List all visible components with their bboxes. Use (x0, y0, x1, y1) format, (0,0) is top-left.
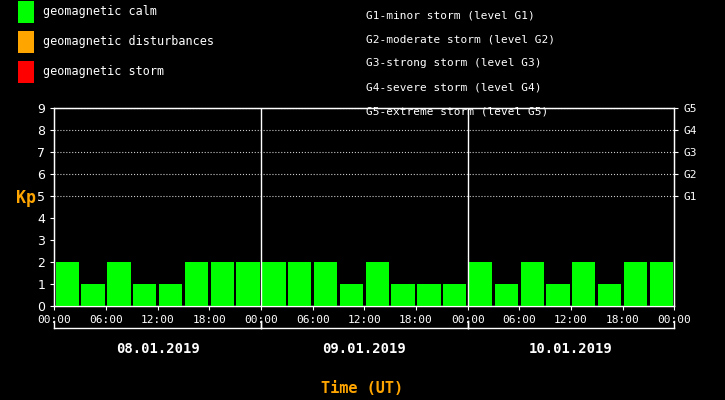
Text: G5-extreme storm (level G5): G5-extreme storm (level G5) (366, 106, 548, 116)
Bar (185, 262, 208, 306)
Bar (365, 262, 389, 306)
Bar (81, 284, 104, 306)
Bar (572, 262, 595, 306)
Bar (56, 262, 79, 306)
Text: G2-moderate storm (level G2): G2-moderate storm (level G2) (366, 34, 555, 44)
Bar (598, 284, 621, 306)
Text: G3-strong storm (level G3): G3-strong storm (level G3) (366, 58, 542, 68)
Bar (547, 284, 570, 306)
Bar (521, 262, 544, 306)
Bar (107, 262, 130, 306)
Bar (469, 262, 492, 306)
Text: G4-severe storm (level G4): G4-severe storm (level G4) (366, 82, 542, 92)
Bar (314, 262, 337, 306)
Text: geomagnetic disturbances: geomagnetic disturbances (43, 36, 214, 48)
Bar (494, 284, 518, 306)
Bar (236, 262, 260, 306)
Text: geomagnetic calm: geomagnetic calm (43, 6, 157, 18)
Bar (133, 284, 157, 306)
Text: 08.01.2019: 08.01.2019 (116, 342, 199, 356)
Text: geomagnetic storm: geomagnetic storm (43, 66, 164, 78)
Text: G1-minor storm (level G1): G1-minor storm (level G1) (366, 10, 535, 20)
Bar (624, 262, 647, 306)
Bar (650, 262, 673, 306)
Bar (418, 284, 441, 306)
Text: 09.01.2019: 09.01.2019 (323, 342, 406, 356)
Bar (443, 284, 466, 306)
Bar (340, 284, 363, 306)
Bar (288, 262, 311, 306)
Bar (392, 284, 415, 306)
Bar (262, 262, 286, 306)
Text: Time (UT): Time (UT) (321, 381, 404, 396)
Y-axis label: Kp: Kp (16, 189, 36, 207)
Text: 10.01.2019: 10.01.2019 (529, 342, 613, 356)
Bar (159, 284, 182, 306)
Bar (211, 262, 234, 306)
